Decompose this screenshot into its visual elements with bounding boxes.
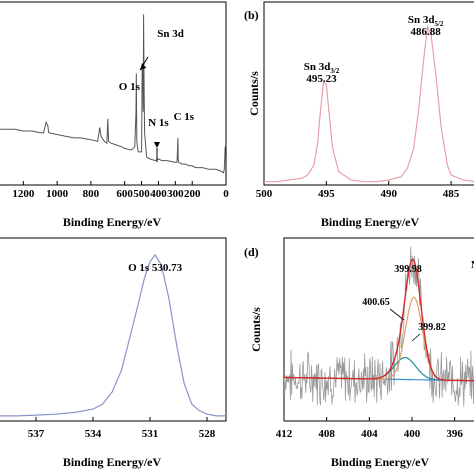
annotation-label: Sn 3d [157, 28, 184, 40]
annotation-leader [411, 333, 421, 342]
axes-frame [283, 237, 474, 422]
series-line [0, 253, 226, 417]
axes-frame [263, 1, 474, 186]
annotation-label: 399.82 [418, 322, 446, 333]
x-tick-label: 490 [380, 188, 397, 200]
x-tick-label: 396 [446, 428, 463, 440]
x-tick-label: 0 [223, 188, 229, 200]
annotation-leader [389, 308, 405, 321]
x-tick-label: 500 [256, 188, 273, 200]
x-axis-label: Binding Energy/eV [331, 455, 430, 469]
annotation-label: C 1s [174, 111, 195, 123]
x-tick-label: 300 [167, 188, 184, 200]
annotation-arrowhead [154, 142, 160, 148]
annotation-label: 400.65 [362, 297, 390, 308]
series-line [264, 24, 474, 183]
component-line [284, 296, 474, 382]
x-axis-label: Binding Energy/eV [63, 215, 162, 229]
panel-label-b: (b) [244, 8, 259, 22]
x-tick-label: 500 [133, 188, 150, 200]
x-tick-label: 600 [116, 188, 133, 200]
annotation-label: O 1s [119, 81, 141, 93]
x-tick-label: 200 [184, 188, 201, 200]
axes-frame [0, 1, 227, 186]
x-ticks: 537 534 531 528 [28, 417, 216, 440]
x-tick-label: 528 [199, 428, 216, 440]
x-tick-label: 531 [142, 428, 159, 440]
annotation-label: O 1s 530.73 [128, 262, 183, 274]
raw-spectrum [284, 246, 474, 407]
x-tick-label: 485 [443, 188, 460, 200]
x-tick-label: 1200 [12, 188, 35, 200]
x-ticks: 500 495 490 485 [256, 181, 460, 200]
annotation-value: 486.88 [410, 26, 441, 38]
y-axis-label: Counts/s [249, 307, 263, 352]
annotations: Sn 3d O 1s N 1s C 1s [119, 28, 195, 162]
x-tick-label: 412 [276, 428, 293, 440]
x-ticks: 1200 1000 800 600 500 400 300 200 0 [12, 181, 229, 200]
annotation-label: Sn 3d3/2 [304, 61, 340, 75]
x-tick-label: 800 [83, 188, 100, 200]
x-tick-label: 400 [150, 188, 167, 200]
x-tick-label: 534 [85, 428, 102, 440]
x-tick-label: 1000 [46, 188, 69, 200]
panel-label-d: (d) [244, 245, 259, 259]
x-axis-label: Binding Energy/eV [321, 215, 420, 229]
annotations: 399.98 400.65 399.82 N [362, 260, 474, 342]
panel-o1s: 537 534 531 528 O 1s 530.73 Binding Energy/… [0, 237, 227, 469]
x-tick-label: 404 [361, 428, 378, 440]
x-tick-label: 408 [318, 428, 335, 440]
axes-frame [0, 237, 227, 422]
annotation-label: Sn 3d5/2 [408, 14, 444, 28]
annotation-label: N 1s [148, 117, 169, 129]
fit-envelope [284, 258, 474, 382]
x-tick-label: 537 [28, 428, 45, 440]
series-lines [284, 246, 474, 407]
x-tick-label: 495 [318, 188, 335, 200]
x-tick-label: 400 [404, 428, 421, 440]
annotation-value: 495.23 [306, 73, 337, 85]
series-line [0, 14, 226, 174]
annotation-label: 399.98 [394, 264, 422, 275]
annotation-label: N [471, 260, 474, 271]
x-ticks: 412 408 404 400 396 [276, 417, 463, 440]
panel-survey: 1200 1000 800 600 500 400 300 200 0 Sn 3d O 1s N 1… [0, 1, 229, 229]
x-axis-label: Binding Energy/eV [63, 455, 162, 469]
y-axis-label: Counts/s [247, 71, 261, 116]
annotations: O 1s 530.73 [128, 262, 183, 274]
